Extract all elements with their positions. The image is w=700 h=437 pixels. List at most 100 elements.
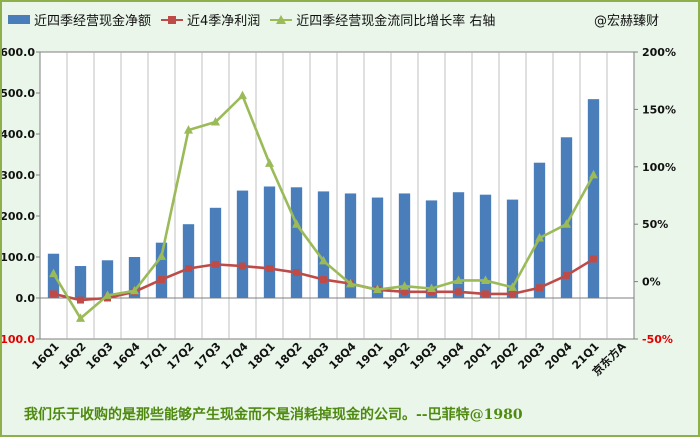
legend-label-net-profit: 近4季净利润 <box>187 14 261 29</box>
point-growth-16Q2 <box>76 313 85 322</box>
x-tick-label-18Q3: 18Q3 <box>300 340 332 372</box>
point-growth-16Q1 <box>49 268 58 278</box>
point-growth-19Q4 <box>454 275 463 284</box>
point-growth-17Q4 <box>238 90 247 100</box>
x-tick-label-16Q4: 16Q4 <box>111 340 143 372</box>
y-right-tick-label: 100% <box>642 161 676 174</box>
bar-cashflow-16Q2 <box>74 266 87 298</box>
legend-swatch-bar <box>8 15 30 24</box>
legend-label-growth: 近四季经营现金流同比增长率 右轴 <box>296 14 496 29</box>
point-net-profit-20Q1 <box>482 290 489 298</box>
bar-cashflow-20Q3 <box>533 162 546 298</box>
x-tick-label-16Q2: 16Q2 <box>57 340 89 372</box>
y-left-tick-label: 500.0 <box>2 87 35 100</box>
y-left-tick-label: 0.0 <box>16 292 36 305</box>
x-tick-label-20Q3: 20Q3 <box>516 340 548 372</box>
point-net-profit-20Q4 <box>563 271 570 279</box>
bar-cashflow-18Q1 <box>263 186 276 298</box>
bar-cashflow-17Q1 <box>155 242 168 298</box>
bar-cashflow-21Q1 <box>587 99 600 299</box>
point-growth-17Q3 <box>211 117 220 126</box>
point-growth-21Q1 <box>589 169 598 179</box>
x-tick-label-17Q1: 17Q1 <box>138 340 170 372</box>
x-tick-label-19Q2: 19Q2 <box>381 340 413 372</box>
bar-cashflow-18Q3 <box>317 191 330 298</box>
bar-cashflow-17Q4 <box>236 190 249 298</box>
legend-label-cashflow: 近四季经营现金净额 <box>34 14 152 29</box>
legend-item-cashflow: 近四季经营现金净额 <box>8 10 151 29</box>
legend-swatch-red <box>161 14 184 26</box>
bar-cashflow-19Q4 <box>452 192 465 298</box>
point-growth-16Q3 <box>103 290 112 299</box>
point-growth-16Q4 <box>130 285 139 295</box>
bar-cashflow-20Q4 <box>560 137 573 298</box>
point-growth-18Q3 <box>319 255 328 265</box>
point-growth-18Q4 <box>346 278 355 288</box>
point-net-profit-21Q1 <box>590 255 597 263</box>
point-net-profit-17Q2 <box>185 264 192 272</box>
point-net-profit-19Q4 <box>455 288 462 296</box>
point-net-profit-16Q1 <box>50 290 57 298</box>
legend-swatch-green <box>270 14 293 26</box>
x-tick-label-19Q4: 19Q4 <box>435 340 467 372</box>
point-growth-18Q1 <box>265 158 274 167</box>
point-growth-19Q2 <box>400 281 409 290</box>
x-tick-label-20Q4: 20Q4 <box>543 340 575 372</box>
point-net-profit-18Q2 <box>293 269 300 277</box>
bar-cashflow-16Q4 <box>128 257 141 298</box>
y-left-tick-label: 600.0 <box>2 46 35 59</box>
bar-cashflow-19Q3 <box>425 200 438 298</box>
bar-cashflow-19Q2 <box>398 193 411 298</box>
y-left-tick-label: 400.0 <box>2 128 35 141</box>
point-net-profit-17Q4 <box>239 262 246 270</box>
x-tick-label-18Q4: 18Q4 <box>327 340 359 372</box>
y-left-tick-label: 100.0 <box>2 251 35 264</box>
y-left-tick-label: 200.0 <box>2 210 35 223</box>
x-tick-label-16Q3: 16Q3 <box>84 340 116 372</box>
x-tick-label-20Q1: 20Q1 <box>462 340 494 372</box>
point-growth-17Q2 <box>184 125 193 134</box>
point-net-profit-18Q3 <box>320 276 327 284</box>
point-net-profit-17Q1 <box>158 276 165 284</box>
y-right-tick-label: 50% <box>642 218 668 231</box>
point-net-profit-20Q2 <box>509 290 516 298</box>
watermark: @宏赫臻财 <box>594 14 660 29</box>
legend-item-growth: 近四季经营现金流同比增长率 右轴 <box>270 10 495 29</box>
point-net-profit-17Q3 <box>212 260 219 268</box>
x-tick-label-17Q2: 17Q2 <box>165 340 197 372</box>
bar-cashflow-17Q3 <box>209 207 222 298</box>
bar-cashflow-18Q2 <box>290 187 303 298</box>
bar-cashflow-17Q2 <box>182 224 195 298</box>
point-growth-20Q3 <box>535 232 544 242</box>
quote: 我们乐于收购的是那些能够产生现金而不是消耗掉现金的公司。--巴菲特@1980 <box>24 407 523 423</box>
point-growth-20Q4 <box>562 219 571 228</box>
point-growth-19Q3 <box>427 283 436 292</box>
bar-cashflow-16Q3 <box>101 260 114 298</box>
y-left-tick-label: 300.0 <box>2 169 35 182</box>
x-tick-label-20Q2: 20Q2 <box>489 340 521 372</box>
bar-cashflow-20Q2 <box>506 199 519 298</box>
point-growth-20Q1 <box>481 275 490 284</box>
point-net-profit-16Q2 <box>77 296 84 304</box>
point-net-profit-20Q3 <box>536 284 543 292</box>
x-tick-label-19Q3: 19Q3 <box>408 340 440 372</box>
bar-cashflow-18Q4 <box>344 193 357 298</box>
x-tick-label-18Q1: 18Q1 <box>246 340 278 372</box>
point-growth-18Q2 <box>292 219 301 228</box>
legend: 近四季经营现金净额 近4季净利润 近四季经营现金流同比增长率 右轴 <box>8 10 505 29</box>
y-right-tick-label: 200% <box>642 46 676 59</box>
y-right-tick-label: 0% <box>642 276 661 289</box>
y-right-tick-label: 150% <box>642 103 676 116</box>
x-tick-label-18Q2: 18Q2 <box>273 340 305 372</box>
point-growth-20Q2 <box>508 282 517 291</box>
point-growth-17Q1 <box>157 251 166 260</box>
point-net-profit-19Q2 <box>401 288 408 296</box>
x-tick-label-17Q3: 17Q3 <box>192 340 224 372</box>
y-left-tick-label: -100.0 <box>2 333 35 346</box>
point-net-profit-18Q1 <box>266 264 273 272</box>
point-growth-19Q1 <box>373 284 382 294</box>
bar-cashflow-19Q1 <box>371 197 384 298</box>
bar-cashflow-20Q1 <box>479 194 492 298</box>
